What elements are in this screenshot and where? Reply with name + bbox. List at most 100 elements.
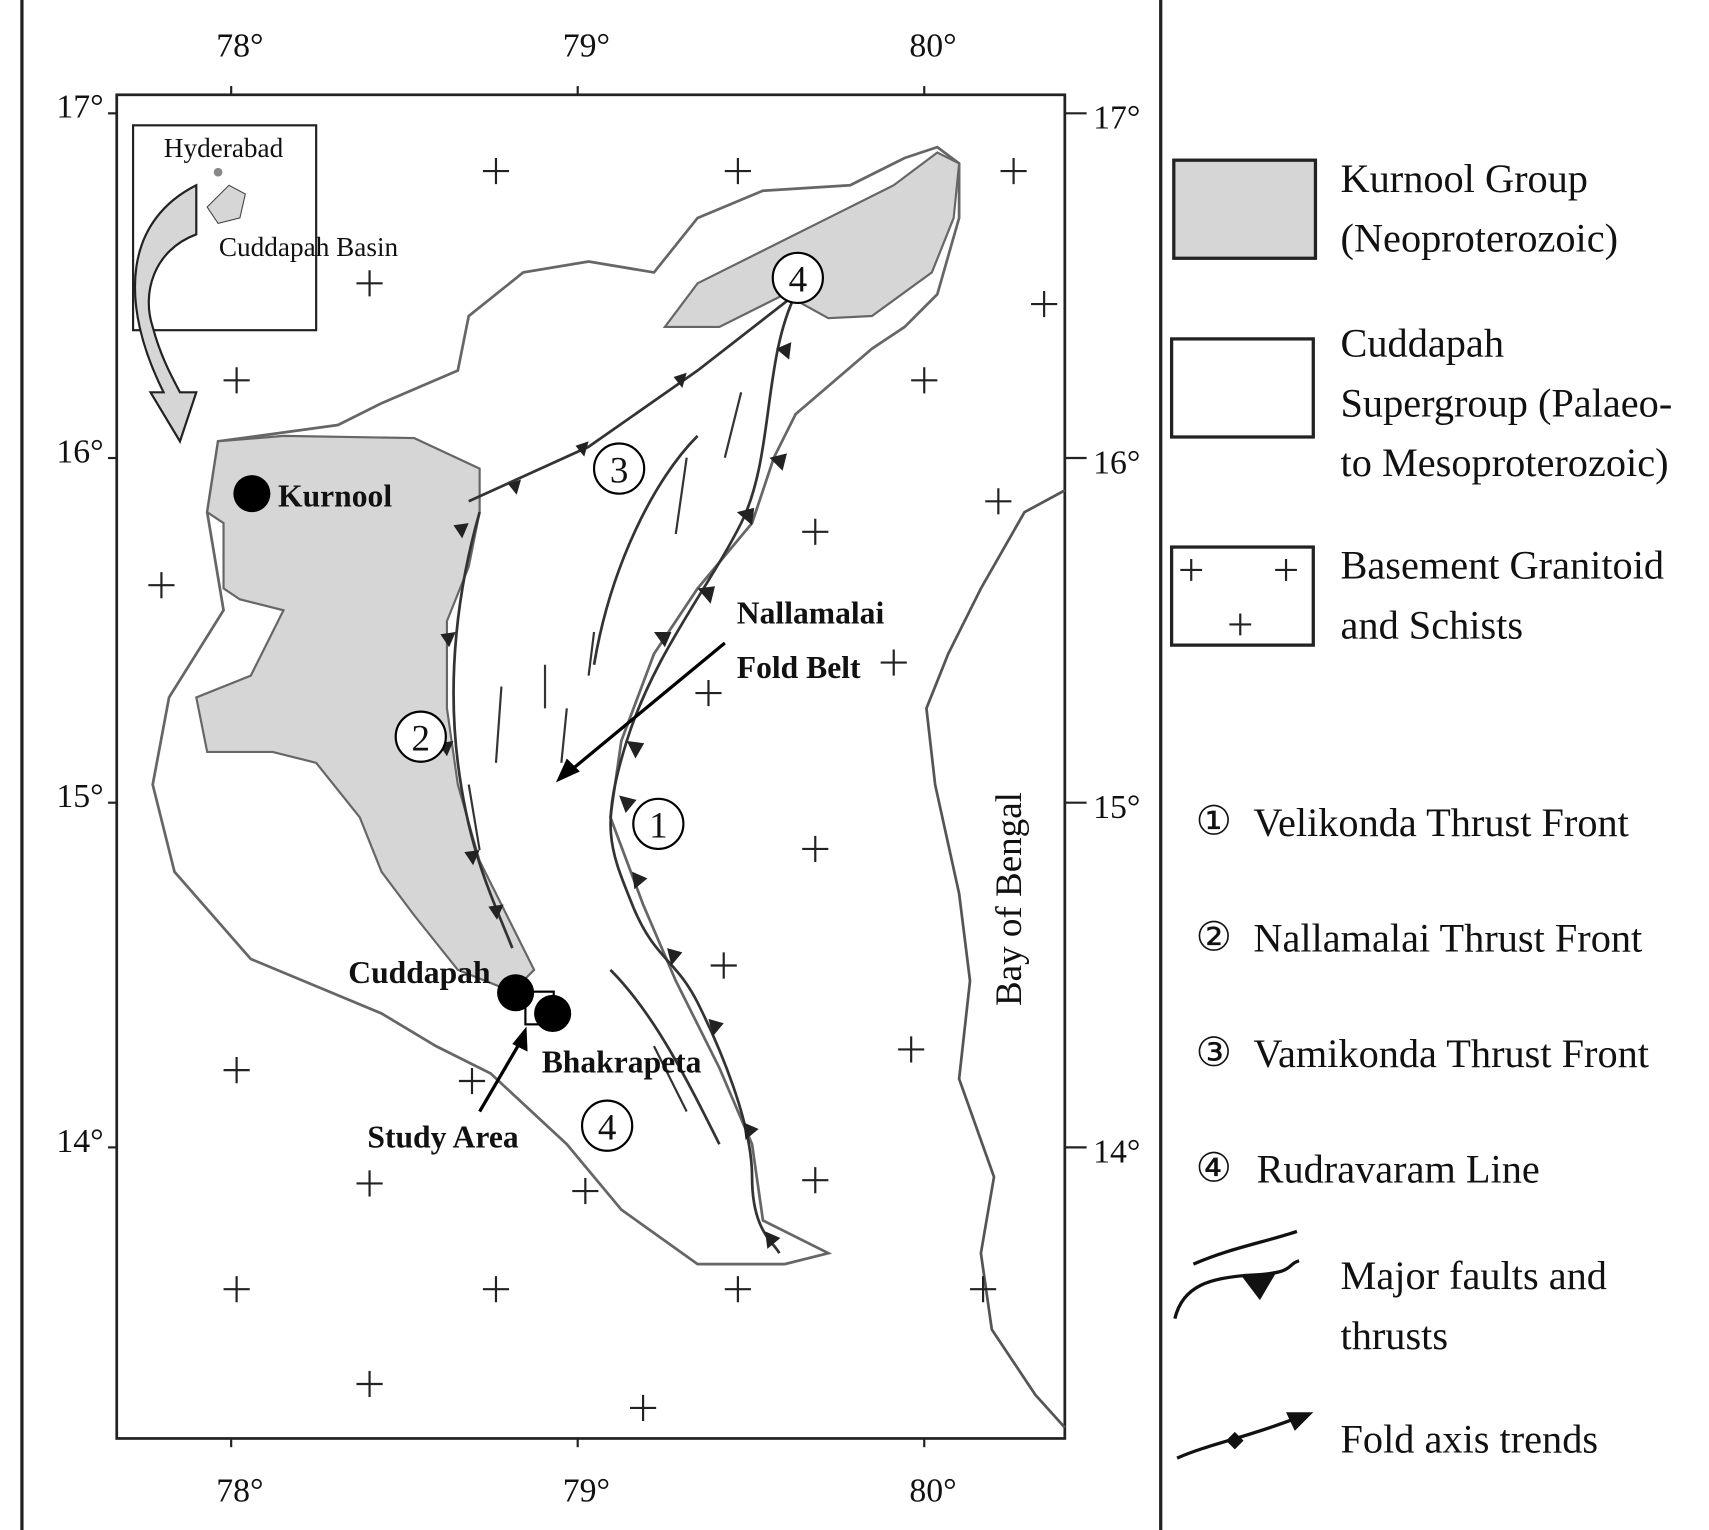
plus-sign xyxy=(695,679,722,707)
x-tick-label: 78° xyxy=(216,28,263,65)
x-tick-label: 79° xyxy=(563,28,610,65)
tooth xyxy=(708,1018,724,1037)
plus-sign xyxy=(1000,158,1027,185)
faults xyxy=(452,293,797,1254)
plus-sign xyxy=(1031,290,1058,318)
marker: 4 xyxy=(580,1099,634,1152)
annotation-arrow xyxy=(565,641,726,775)
place-dot xyxy=(233,475,271,513)
plus-sign xyxy=(223,1276,250,1303)
fault xyxy=(609,968,721,1145)
y-tick-label: 14° xyxy=(1093,1134,1140,1171)
legend-label: Kurnool Group xyxy=(1341,156,1588,201)
rudravaram-line xyxy=(468,293,797,503)
plus-sign xyxy=(223,367,250,394)
legend-thrust-tooth xyxy=(1242,1270,1278,1301)
x-tick-label: 79° xyxy=(563,1473,610,1510)
y-tick-label: 17° xyxy=(1093,100,1140,137)
arrow-head xyxy=(512,1026,528,1052)
study-area-label: Study Area xyxy=(367,1120,518,1155)
cuddapah-basin xyxy=(151,145,961,1266)
sea-label: Bay of Bengal xyxy=(989,792,1030,1006)
inset-basin xyxy=(206,184,246,225)
plus-sign xyxy=(724,1276,751,1303)
marker-label: 4 xyxy=(789,260,808,301)
arrow-head xyxy=(555,758,580,783)
y-tick-label: 15° xyxy=(1093,789,1140,826)
fold-belt-label: Nallamalai xyxy=(737,595,885,630)
x-tick-label: 80° xyxy=(909,1473,956,1510)
y-tick-label: 17° xyxy=(56,89,103,126)
marker-label: 4 xyxy=(598,1107,617,1148)
legend-label: thrusts xyxy=(1341,1313,1449,1358)
tooth xyxy=(575,441,589,457)
marker: 4 xyxy=(771,251,824,305)
marker-label: 1 xyxy=(649,806,668,847)
tooth xyxy=(632,871,648,890)
annotation-arrow xyxy=(478,1039,523,1113)
tooth xyxy=(653,632,672,648)
plus-sign xyxy=(710,952,737,979)
x-tick-label: 80° xyxy=(909,28,956,65)
fold-axis xyxy=(467,784,481,851)
legend-label: to Mesoproterozoic) xyxy=(1341,440,1669,485)
tooth xyxy=(765,1231,781,1249)
place-label: Kurnool xyxy=(278,479,392,514)
plus-sign xyxy=(880,649,907,676)
place-label: Bhakrapeta xyxy=(542,1044,702,1079)
legend-label: Fold axis trends xyxy=(1341,1417,1599,1462)
legend-label: Rudravaram Line xyxy=(1257,1146,1540,1191)
plus-sign xyxy=(630,1394,657,1422)
tooth xyxy=(619,795,637,813)
legend-label: Supergroup (Palaeo- xyxy=(1341,380,1673,425)
x-tick-label: 78° xyxy=(216,1473,263,1510)
plus-sign xyxy=(356,270,383,297)
plus-sign xyxy=(482,1276,510,1303)
plus-sign xyxy=(802,835,829,862)
marker-circle xyxy=(592,442,646,495)
fold-axes xyxy=(467,392,743,1113)
tooth xyxy=(776,342,792,360)
coastline xyxy=(925,489,1066,1429)
plus-sign xyxy=(356,1170,383,1197)
velikonda-thrust xyxy=(609,293,797,1254)
fold-axis xyxy=(560,708,568,763)
plus-sign xyxy=(356,1370,383,1398)
marker-circle xyxy=(632,797,685,850)
marker-circle xyxy=(771,251,824,305)
tooth xyxy=(736,507,755,526)
legend-symbol: ④ xyxy=(1196,1145,1232,1190)
tooth xyxy=(769,453,787,471)
legend-symbol: ② xyxy=(1196,914,1232,959)
plus-sign xyxy=(223,1057,250,1084)
tooth xyxy=(743,1122,759,1140)
legend-label: Cuddapah xyxy=(1341,320,1504,365)
y-tick-label: 15° xyxy=(56,778,103,815)
fold-axis xyxy=(723,392,743,458)
place-label: Cuddapah xyxy=(348,955,491,990)
place-dot xyxy=(534,994,572,1032)
legend-swatch xyxy=(1172,158,1318,260)
legend-fold-marks xyxy=(1226,1412,1314,1450)
y-tick-label: 16° xyxy=(56,433,103,470)
legend-fault-symbol xyxy=(1173,1229,1300,1319)
tooth xyxy=(626,741,645,759)
plus-sign xyxy=(985,488,1012,515)
marker-circle xyxy=(580,1099,634,1152)
marker-label: 2 xyxy=(412,718,431,759)
inset-arrow xyxy=(133,183,198,444)
plus-sign xyxy=(148,572,175,599)
tooth xyxy=(697,586,716,604)
legend-plus xyxy=(1180,559,1297,636)
inset-city xyxy=(213,167,223,177)
plus-sign xyxy=(898,1036,925,1063)
nallamalai-thrust xyxy=(452,511,514,949)
fold-axis xyxy=(653,1045,688,1113)
plus-sign xyxy=(911,367,938,394)
fold-axis xyxy=(494,686,503,763)
tooth xyxy=(453,523,469,539)
tooth xyxy=(440,632,456,648)
legend-label: Velikonda Thrust Front xyxy=(1253,800,1629,845)
legend-label: Basement Granitoid xyxy=(1341,543,1665,588)
